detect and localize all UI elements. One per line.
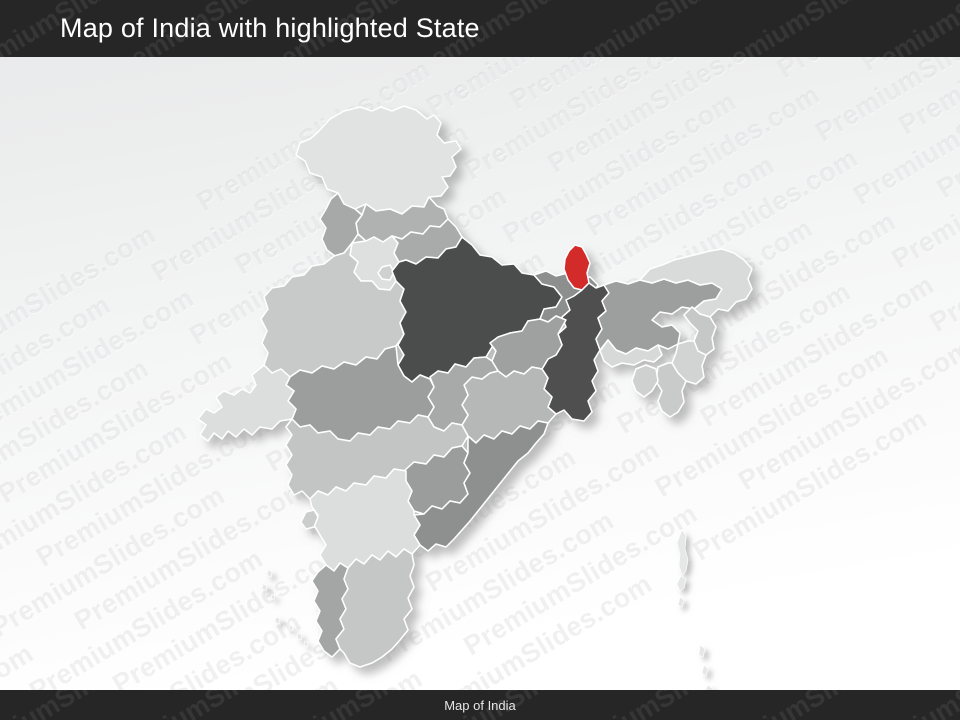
andaman-and-nicobar-islands-group: [676, 529, 714, 690]
state-mizoram[interactable]: [655, 362, 687, 418]
island-lakshadweep-7[interactable]: [303, 640, 309, 648]
state-arunachal-pradesh[interactable]: [639, 248, 753, 318]
island-andaman-middle[interactable]: [676, 575, 687, 592]
state-jharkhand[interactable]: [489, 315, 567, 378]
state-gujarat[interactable]: [197, 364, 297, 442]
header-bar: [0, 0, 960, 57]
state-andhra-pradesh[interactable]: [413, 420, 549, 552]
state-jammu-and-kashmir[interactable]: [295, 105, 462, 215]
island-nicobar-north[interactable]: [698, 644, 706, 658]
island-lakshadweep-3[interactable]: [270, 593, 276, 601]
state-meghalaya[interactable]: [599, 339, 663, 368]
island-andaman-north[interactable]: [676, 529, 689, 576]
state-tripura[interactable]: [631, 364, 659, 398]
island-nicobar-great[interactable]: [705, 684, 714, 690]
island-nicobar-mid[interactable]: [701, 664, 709, 677]
island-lakshadweep-4[interactable]: [274, 616, 281, 625]
island-lakshadweep-6[interactable]: [296, 632, 303, 641]
india-map: [0, 57, 960, 690]
island-lakshadweep-1[interactable]: [266, 569, 273, 578]
lakshadweep-group: [261, 569, 309, 648]
footer-bar: [0, 690, 960, 720]
state-goa[interactable]: [300, 509, 319, 530]
state-karnataka[interactable]: [309, 468, 421, 572]
page-title: Map of India with highlighted State: [60, 13, 480, 43]
footer-label: Map of India: [444, 697, 516, 713]
island-lakshadweep-2[interactable]: [261, 583, 268, 592]
island-lakshadweep-5[interactable]: [288, 624, 294, 632]
state-tamil-nadu[interactable]: [335, 548, 415, 668]
island-andaman-small[interactable]: [677, 596, 685, 608]
state-delhi[interactable]: [377, 264, 395, 281]
